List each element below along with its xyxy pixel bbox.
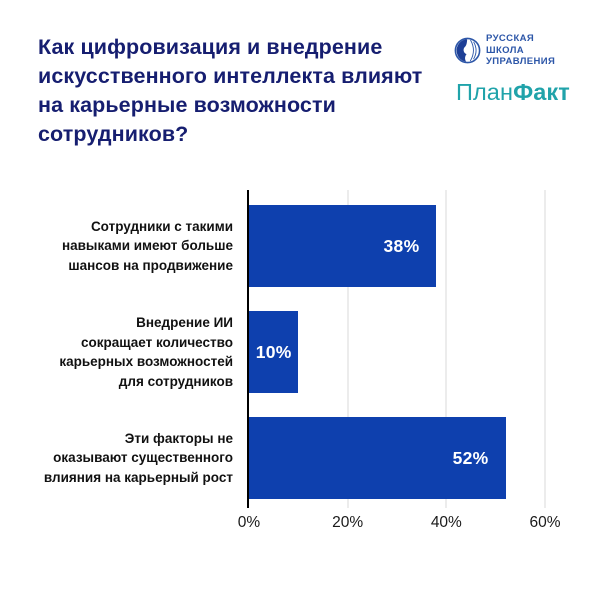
title-line: искусственного интеллекта влияют [38, 64, 423, 88]
value-label: 38% [383, 235, 420, 256]
category-label-line: шансов на продвижение [68, 257, 233, 273]
chart-rows: Сотрудники с такими навыками имеют больше… [0, 190, 600, 508]
plot-area [246, 190, 546, 508]
category-label-line: влияния на карьерный рост [43, 469, 233, 485]
category-label-line: Внедрение ИИ [136, 315, 233, 330]
rsu-logo-line: УПРАВЛЕНИЯ [486, 56, 556, 67]
category-label: Эти факторы не оказывают существенного вли… [3, 417, 233, 499]
value-label: 52% [452, 447, 489, 468]
gridline [544, 190, 546, 508]
category-label-line: для сотрудников [118, 373, 233, 389]
x-tick-label: 60% [529, 514, 561, 531]
bar: 38% [249, 205, 437, 287]
category-label-line: оказывают существенного [53, 450, 233, 466]
x-tick-label: 0% [237, 514, 261, 531]
x-tick-label: 20% [332, 514, 364, 531]
globe-icon [454, 37, 481, 64]
chart-row: Сотрудники с такими навыками имеют больше… [0, 190, 600, 296]
rsu-logo-line: РУССКАЯ [486, 33, 535, 44]
rsu-logo-line: ШКОЛА [486, 44, 525, 56]
title-line: сотрудников? [38, 122, 189, 146]
category-label: Сотрудники с такими навыками имеют больше… [3, 205, 233, 287]
chart-row: Внедрение ИИ сокращает количество карьерны… [0, 296, 600, 402]
bar-chart: Сотрудники с такими навыками имеют больше… [0, 190, 600, 550]
y-axis-line [246, 190, 249, 508]
planfact-logo-regular: План [456, 79, 514, 105]
rsu-logo-text: РУССКАЯ ШКОЛА УПРАВЛЕНИЯ [486, 33, 555, 68]
bar: 52% [249, 417, 506, 499]
chart-row: Эти факторы не оказывают существенного вли… [0, 402, 600, 508]
category-label-line: сокращает количество [80, 334, 233, 350]
planfact-logo-bold: Факт [513, 79, 570, 105]
bar: 10% [249, 311, 299, 393]
category-label-line: навыками имеют больше [61, 238, 233, 254]
gridline [347, 190, 349, 508]
category-label-line: Сотрудники с такими [90, 218, 233, 234]
planfact-logo: ПланФакт [456, 79, 570, 106]
category-label-line: Эти факторы не [124, 430, 233, 446]
category-label: Внедрение ИИ сокращает количество карьерны… [3, 311, 233, 393]
category-label-line: карьерных возможностей [59, 354, 233, 369]
title-line: Как цифровизация и внедрение [38, 35, 383, 59]
gridline [445, 190, 447, 508]
title-line: на карьерные возможности [38, 93, 336, 117]
page-title: Как цифровизация и внедрение искусственн… [38, 33, 448, 149]
x-tick-label: 40% [430, 514, 462, 531]
rsu-logo: РУССКАЯ ШКОЛА УПРАВЛЕНИЯ [454, 33, 555, 68]
x-axis: 0% 20% 40% 60% [238, 514, 561, 536]
value-label: 10% [255, 341, 292, 362]
